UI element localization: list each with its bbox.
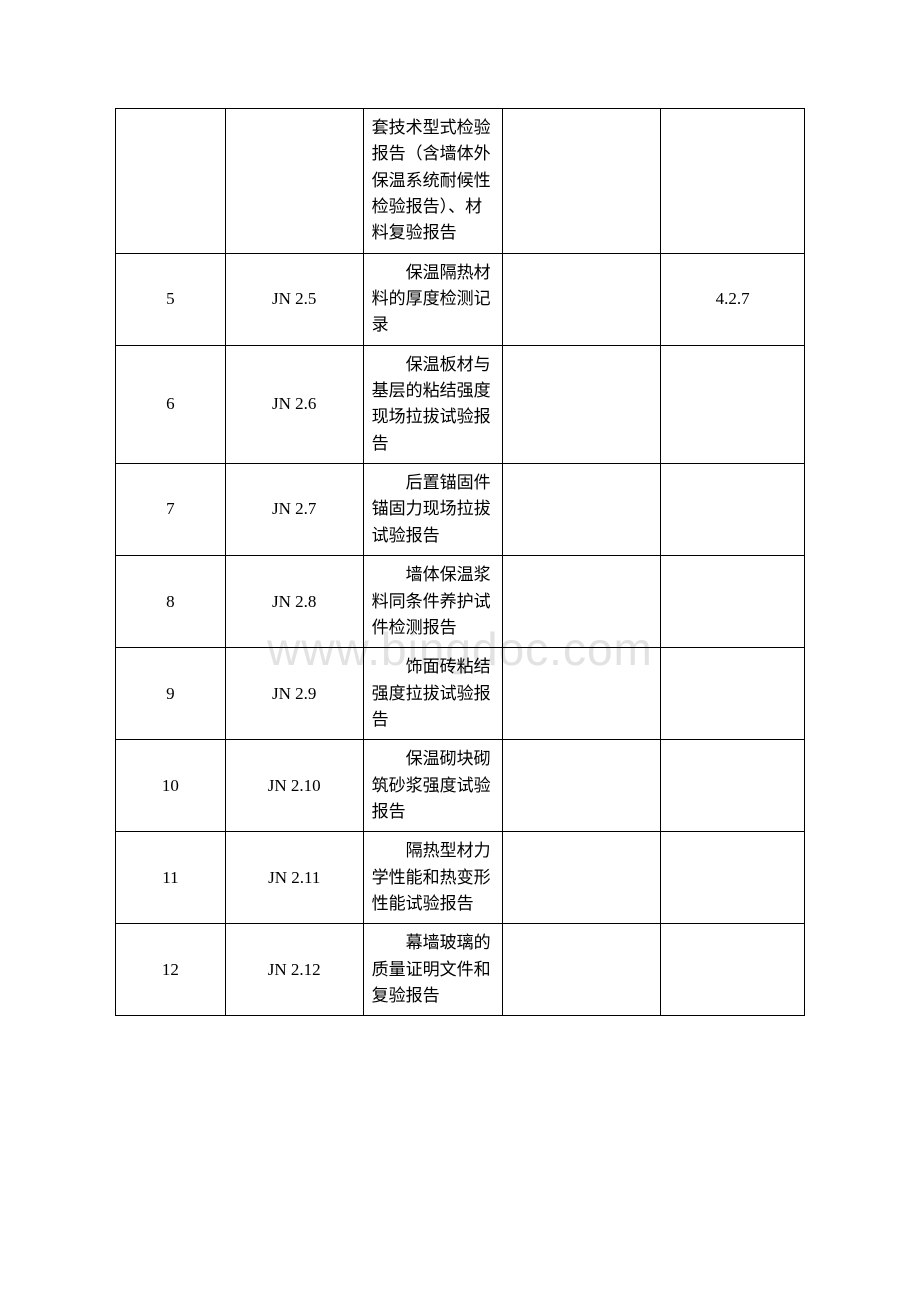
table-row: 7JN 2.7后置锚固件锚固力现场拉拔试验报告	[116, 464, 805, 556]
cell-description: 墙体保温浆料同条件养护试件检测报告	[363, 556, 503, 648]
cell-ref	[661, 556, 805, 648]
cell-blank	[503, 345, 661, 463]
table-row: 5JN 2.5保温隔热材料的厚度检测记录 4.2.7	[116, 253, 805, 345]
cell-code: JN 2.9	[225, 648, 363, 740]
cell-index	[116, 109, 226, 254]
cell-blank	[503, 253, 661, 345]
cell-description: 保温板材与基层的粘结强度现场拉拔试验报告	[363, 345, 503, 463]
cell-ref	[661, 464, 805, 556]
cell-description: 套技术型式检验报告（含墙体外保温系统耐候性检验报告）、材料复验报告	[363, 109, 503, 254]
table-row: 9JN 2.9饰面砖粘结强度拉拔试验报告	[116, 648, 805, 740]
cell-index: 8	[116, 556, 226, 648]
cell-blank	[503, 832, 661, 924]
cell-ref	[661, 924, 805, 1016]
cell-ref	[661, 345, 805, 463]
table-row: 10JN 2.10保温砌块砌筑砂浆强度试验报告	[116, 740, 805, 832]
table-row: 6JN 2.6保温板材与基层的粘结强度现场拉拔试验报告	[116, 345, 805, 463]
cell-description: 幕墙玻璃的质量证明文件和复验报告	[363, 924, 503, 1016]
cell-index: 9	[116, 648, 226, 740]
cell-code: JN 2.8	[225, 556, 363, 648]
cell-description: 隔热型材力学性能和热变形性能试验报告	[363, 832, 503, 924]
cell-description: 饰面砖粘结强度拉拔试验报告	[363, 648, 503, 740]
cell-blank	[503, 556, 661, 648]
document-table: 套技术型式检验报告（含墙体外保温系统耐候性检验报告）、材料复验报告5JN 2.5…	[115, 108, 805, 1016]
cell-blank	[503, 109, 661, 254]
cell-description: 后置锚固件锚固力现场拉拔试验报告	[363, 464, 503, 556]
cell-ref	[661, 648, 805, 740]
cell-code: JN 2.6	[225, 345, 363, 463]
cell-blank	[503, 648, 661, 740]
table-row: 12JN 2.12幕墙玻璃的质量证明文件和复验报告	[116, 924, 805, 1016]
cell-code	[225, 109, 363, 254]
cell-description: 保温隔热材料的厚度检测记录	[363, 253, 503, 345]
cell-code: JN 2.5	[225, 253, 363, 345]
document-table-container: 套技术型式检验报告（含墙体外保温系统耐候性检验报告）、材料复验报告5JN 2.5…	[115, 108, 805, 1016]
cell-index: 5	[116, 253, 226, 345]
cell-index: 7	[116, 464, 226, 556]
cell-index: 10	[116, 740, 226, 832]
cell-index: 12	[116, 924, 226, 1016]
cell-ref	[661, 832, 805, 924]
cell-ref	[661, 740, 805, 832]
cell-blank	[503, 924, 661, 1016]
table-row: 8JN 2.8墙体保温浆料同条件养护试件检测报告	[116, 556, 805, 648]
table-row: 套技术型式检验报告（含墙体外保温系统耐候性检验报告）、材料复验报告	[116, 109, 805, 254]
cell-ref: 4.2.7	[661, 253, 805, 345]
cell-code: JN 2.10	[225, 740, 363, 832]
cell-code: JN 2.12	[225, 924, 363, 1016]
cell-code: JN 2.11	[225, 832, 363, 924]
cell-blank	[503, 464, 661, 556]
table-body: 套技术型式检验报告（含墙体外保温系统耐候性检验报告）、材料复验报告5JN 2.5…	[116, 109, 805, 1016]
table-row: 11JN 2.11隔热型材力学性能和热变形性能试验报告	[116, 832, 805, 924]
cell-blank	[503, 740, 661, 832]
cell-description: 保温砌块砌筑砂浆强度试验报告	[363, 740, 503, 832]
cell-ref	[661, 109, 805, 254]
cell-index: 6	[116, 345, 226, 463]
cell-index: 11	[116, 832, 226, 924]
cell-code: JN 2.7	[225, 464, 363, 556]
